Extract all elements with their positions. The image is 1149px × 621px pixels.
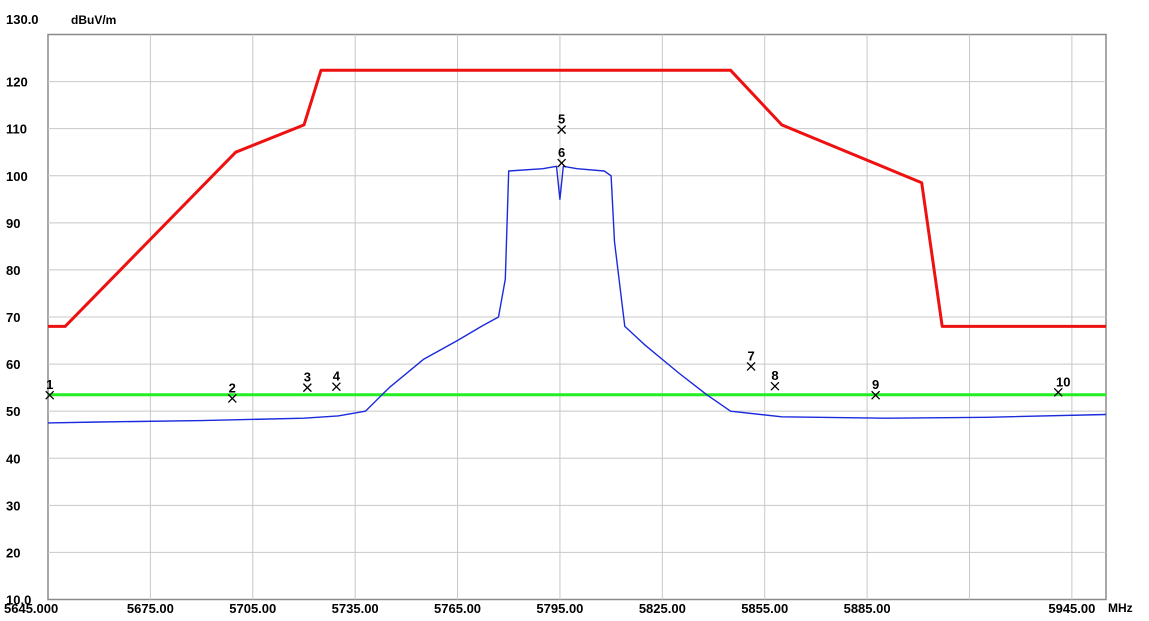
marker: 1 — [45, 377, 55, 400]
marker-label: 7 — [747, 348, 754, 363]
marker-cross — [1053, 387, 1063, 397]
marker-label: 9 — [872, 377, 879, 392]
y-tick-label: 10.0 — [6, 593, 31, 608]
x-tick-label: 5945.00 — [1048, 601, 1095, 616]
marker-cross — [45, 390, 55, 400]
marker-cross — [746, 361, 756, 371]
marker-label: 4 — [333, 369, 341, 384]
marker-label: 5 — [558, 112, 565, 127]
y-tick-label: 70 — [6, 310, 20, 325]
y-tick-label: 80 — [6, 263, 20, 278]
y-tick-label: 120 — [6, 75, 28, 90]
x-tick-label: 5885.00 — [844, 601, 891, 616]
marker-cross — [331, 382, 341, 392]
marker-label: 6 — [558, 145, 565, 160]
marker: 5 — [557, 112, 567, 135]
x-axis-unit: MHz — [1108, 601, 1133, 615]
markers: 1 2 3 4 5 6 7 8 9 10 — [45, 112, 1070, 403]
marker: 6 — [557, 145, 567, 168]
marker-label: 3 — [304, 370, 311, 385]
marker-label: 10 — [1056, 374, 1070, 389]
x-tick-label: 5705.00 — [229, 601, 276, 616]
x-tick-labels: 5645.000 5675.00 5705.00 5735.00 5765.00 5795… — [4, 601, 1095, 616]
marker-cross — [227, 393, 237, 403]
marker-label: 1 — [46, 377, 53, 392]
x-tick-label: 5795.00 — [536, 601, 583, 616]
marker-cross — [871, 390, 881, 400]
x-tick-label: 5825.00 — [639, 601, 686, 616]
x-tick-label: 5765.00 — [434, 601, 481, 616]
measured-trace-blue — [47, 165, 1107, 424]
y-axis-unit: dBuV/m — [71, 13, 116, 27]
marker-label: 8 — [771, 368, 778, 383]
x-tick-label: 5645.000 — [4, 601, 58, 616]
y-tick-label: 20 — [6, 545, 20, 560]
x-tick-label: 5735.00 — [332, 601, 379, 616]
x-tick-label: 5855.00 — [741, 601, 788, 616]
marker: 2 — [227, 380, 237, 403]
marker-cross — [557, 158, 567, 168]
y-tick-label: 100 — [6, 169, 28, 184]
marker: 8 — [770, 368, 780, 391]
y-tick-label: 110 — [6, 122, 27, 137]
limit-line-red — [48, 68, 1106, 328]
x-tick-label: 5675.00 — [127, 601, 174, 616]
y-axis-top-label: 130.0 — [6, 12, 39, 27]
marker: 9 — [871, 377, 881, 400]
y-tick-label: 50 — [6, 404, 20, 419]
marker: 3 — [302, 370, 312, 393]
marker-cross — [302, 383, 312, 393]
marker: 4 — [331, 369, 341, 392]
marker-cross — [557, 125, 567, 135]
y-tick-label: 90 — [6, 216, 20, 231]
grid — [48, 34, 1106, 600]
y-tick-labels: 10.0 20 30 40 50 60 70 80 90 100 110 120 — [6, 75, 31, 608]
y-tick-label: 60 — [6, 357, 20, 372]
marker-label: 2 — [229, 380, 236, 395]
y-tick-label: 30 — [6, 498, 20, 513]
marker-cross — [770, 381, 780, 391]
marker: 10 — [1053, 374, 1070, 397]
y-tick-label: 40 — [6, 451, 20, 466]
marker: 7 — [746, 348, 756, 371]
series-lines — [47, 68, 1107, 424]
